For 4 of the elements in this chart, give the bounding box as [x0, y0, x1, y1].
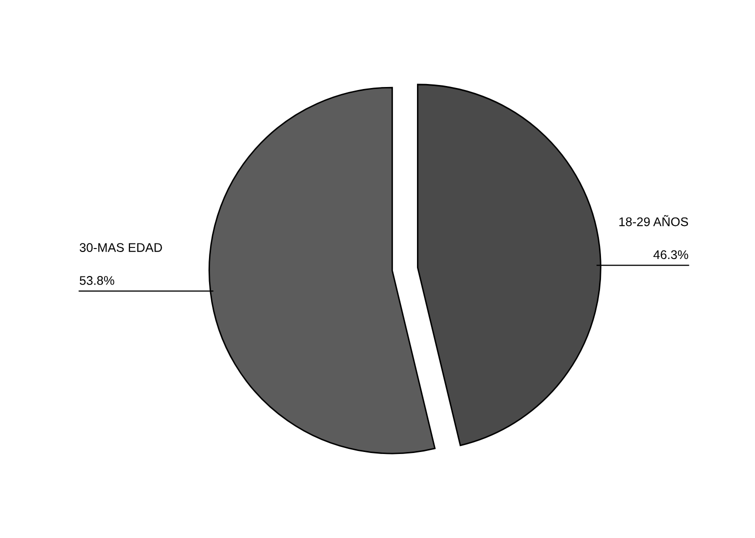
- data-label: 53.8%: [80, 276, 114, 285]
- data-label: 46.3%: [653, 250, 688, 260]
- slice-label: 30-MAS EDAD: [80, 243, 162, 252]
- slice-label: 18-29 AÑOS: [619, 215, 688, 226]
